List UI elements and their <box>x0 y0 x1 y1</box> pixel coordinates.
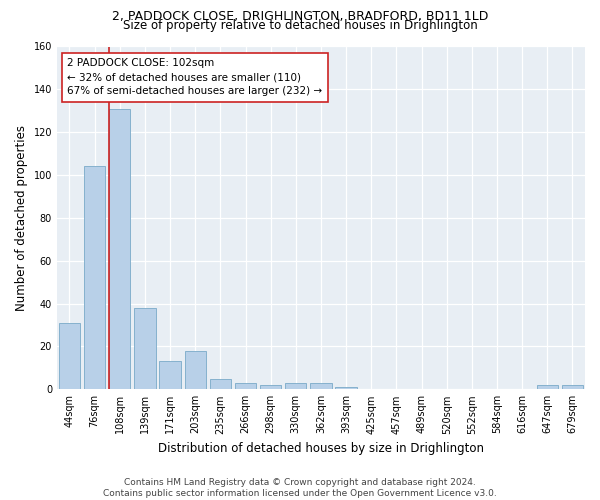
Y-axis label: Number of detached properties: Number of detached properties <box>15 125 28 311</box>
Text: Size of property relative to detached houses in Drighlington: Size of property relative to detached ho… <box>122 18 478 32</box>
Bar <box>185 350 206 390</box>
Text: 2 PADDOCK CLOSE: 102sqm
← 32% of detached houses are smaller (110)
67% of semi-d: 2 PADDOCK CLOSE: 102sqm ← 32% of detache… <box>67 58 323 96</box>
Bar <box>160 362 181 390</box>
Bar <box>109 108 130 390</box>
Bar <box>285 383 307 390</box>
Bar <box>536 385 558 390</box>
Bar <box>209 378 231 390</box>
Text: Contains HM Land Registry data © Crown copyright and database right 2024.
Contai: Contains HM Land Registry data © Crown c… <box>103 478 497 498</box>
Bar <box>235 383 256 390</box>
Bar <box>59 323 80 390</box>
Bar <box>134 308 155 390</box>
Bar <box>310 383 332 390</box>
Bar <box>84 166 106 390</box>
Text: 2, PADDOCK CLOSE, DRIGHLINGTON, BRADFORD, BD11 1LD: 2, PADDOCK CLOSE, DRIGHLINGTON, BRADFORD… <box>112 10 488 23</box>
Bar <box>562 385 583 390</box>
Bar <box>260 385 281 390</box>
Bar <box>335 387 357 390</box>
X-axis label: Distribution of detached houses by size in Drighlington: Distribution of detached houses by size … <box>158 442 484 455</box>
